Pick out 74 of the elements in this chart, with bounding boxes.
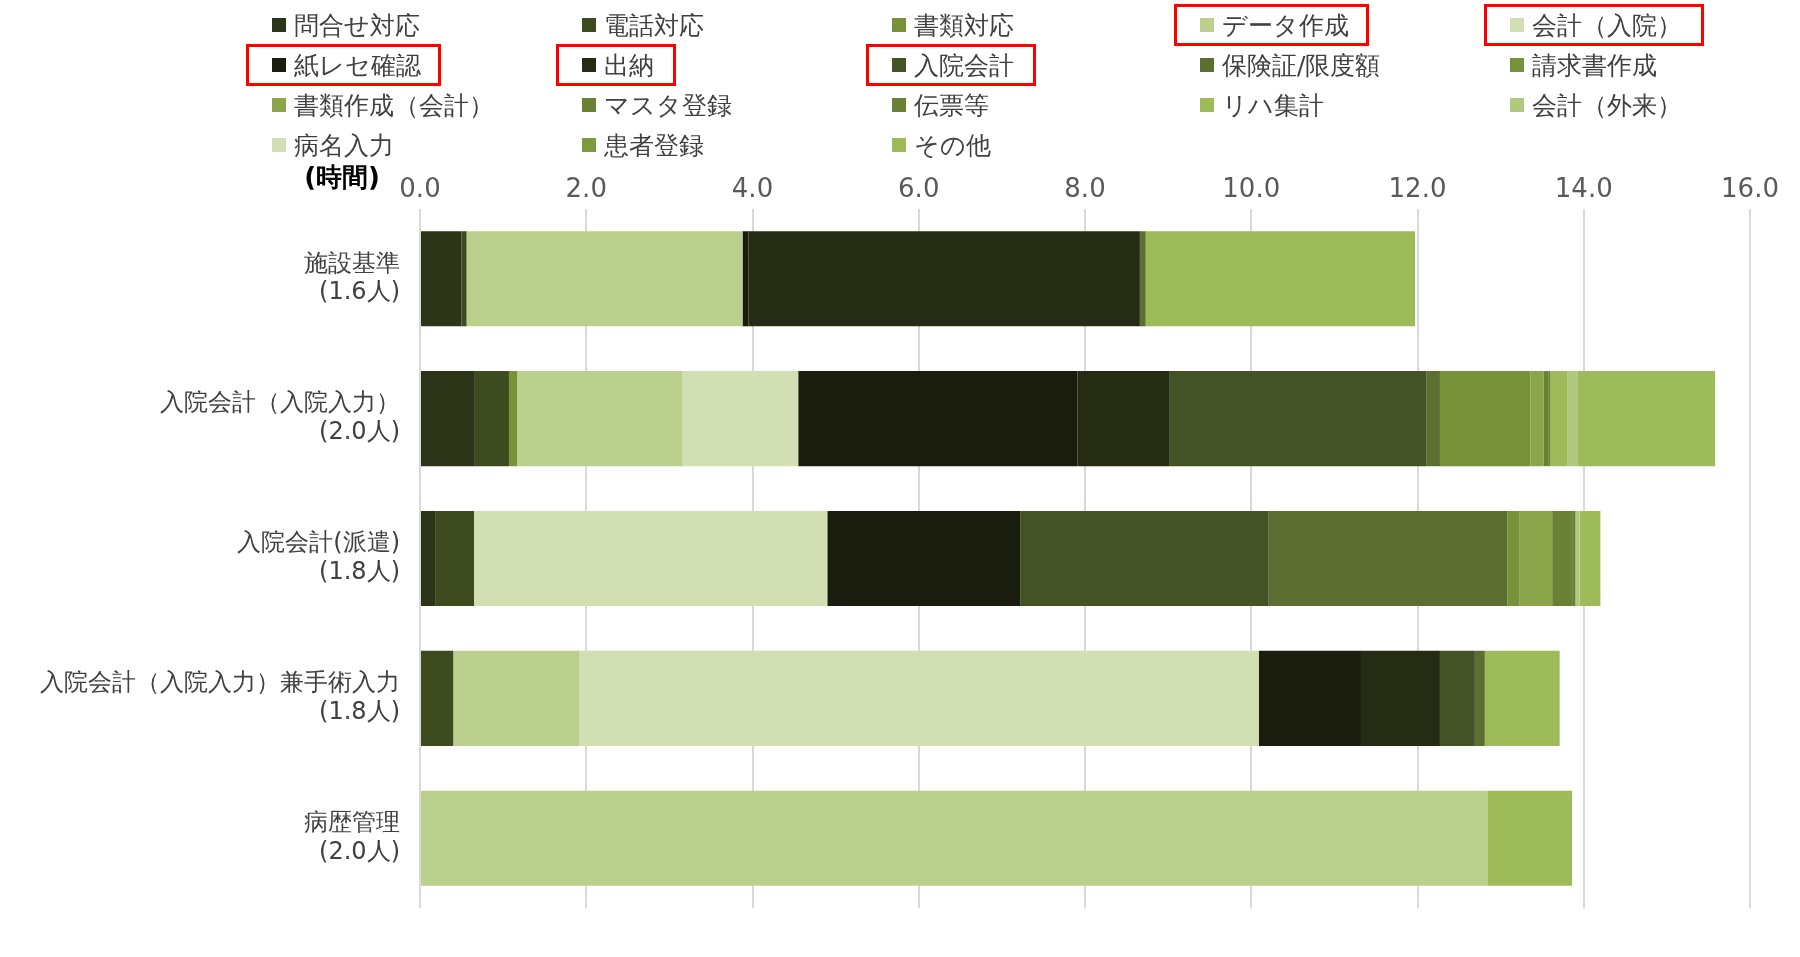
y-tick-label: 施設基準 (1.6人) [304, 248, 400, 306]
bar [1139, 231, 1146, 327]
bar [421, 371, 475, 467]
bar [421, 231, 462, 327]
legend-label: 書類作成（会計） [294, 89, 494, 122]
y-tick-label: 病歴管理 (2.0人) [304, 808, 400, 865]
bar [1439, 650, 1475, 746]
bar [1426, 371, 1440, 467]
legend-label: 請求書作成 [1532, 49, 1657, 82]
y-tick-label: 入院会計（入院入力）兼手術入力 (1.8人) [40, 668, 400, 726]
bar [1169, 371, 1427, 467]
bar [1474, 650, 1485, 746]
bar [1360, 650, 1440, 746]
bar [748, 231, 1140, 327]
x-tick-label: 8.0 [1064, 172, 1106, 203]
legend-label: 保険証/限度額 [1222, 49, 1381, 82]
bar [517, 371, 683, 467]
bar [1258, 650, 1361, 746]
x-tick-label: 6.0 [898, 172, 940, 203]
bar [682, 371, 799, 467]
bar [1484, 650, 1560, 746]
legend-label: 出納 [604, 49, 654, 82]
bar [1268, 510, 1508, 607]
bar [798, 371, 1078, 467]
bar [1550, 371, 1568, 467]
x-axis-title: (時間) [304, 161, 380, 192]
bar [421, 510, 436, 607]
bar [1020, 510, 1269, 607]
legend-label: データ作成 [1222, 9, 1349, 42]
bar [1439, 371, 1531, 467]
bar [1579, 510, 1601, 607]
legend-label: マスタ登録 [604, 89, 732, 122]
x-tick-label: 10.0 [1222, 172, 1281, 203]
bar [1077, 371, 1170, 467]
legend-label: リハ集計 [1222, 89, 1324, 122]
bar [421, 650, 454, 746]
bar [508, 371, 518, 467]
x-tick-label: 12.0 [1388, 172, 1447, 203]
bar [1552, 510, 1573, 607]
legend-label: 問合せ対応 [294, 9, 420, 42]
bar [827, 510, 1021, 607]
bar [474, 371, 509, 467]
bar [435, 510, 475, 607]
bar [1507, 510, 1520, 607]
bar [1519, 510, 1553, 607]
bar [1487, 790, 1573, 886]
legend-label: その他 [914, 129, 991, 162]
bar [1575, 510, 1580, 607]
bar [1577, 371, 1716, 467]
legend-label: 紙レセ確認 [294, 49, 421, 82]
bar [1530, 371, 1544, 467]
bar [1567, 371, 1578, 467]
x-tick-label: 2.0 [565, 172, 607, 203]
x-tick-label: 16.0 [1721, 172, 1779, 203]
bar [579, 650, 1259, 746]
legend-label: 会計（入院） [1532, 9, 1682, 42]
x-tick-label: 0.0 [399, 172, 441, 203]
bar [466, 231, 743, 327]
bar [474, 510, 828, 607]
legend-label: 入院会計 [914, 49, 1014, 82]
legend-label: 電話対応 [604, 9, 704, 42]
legend-label: 書類対応 [914, 9, 1014, 42]
legend-label: 伝票等 [914, 89, 989, 122]
bar [461, 231, 467, 327]
legend-label: 患者登録 [604, 129, 704, 162]
bar [1145, 231, 1416, 327]
y-tick-label: 入院会計(派遣) (1.8人) [237, 528, 400, 586]
bar [421, 790, 1488, 886]
y-tick-label: 入院会計（入院入力） (2.0人) [160, 388, 400, 446]
legend-label: 病名入力 [294, 129, 394, 162]
bar [453, 650, 580, 746]
x-tick-label: 14.0 [1554, 172, 1613, 203]
x-tick-label: 4.0 [731, 172, 774, 203]
legend-label: 会計（外来） [1532, 89, 1682, 122]
